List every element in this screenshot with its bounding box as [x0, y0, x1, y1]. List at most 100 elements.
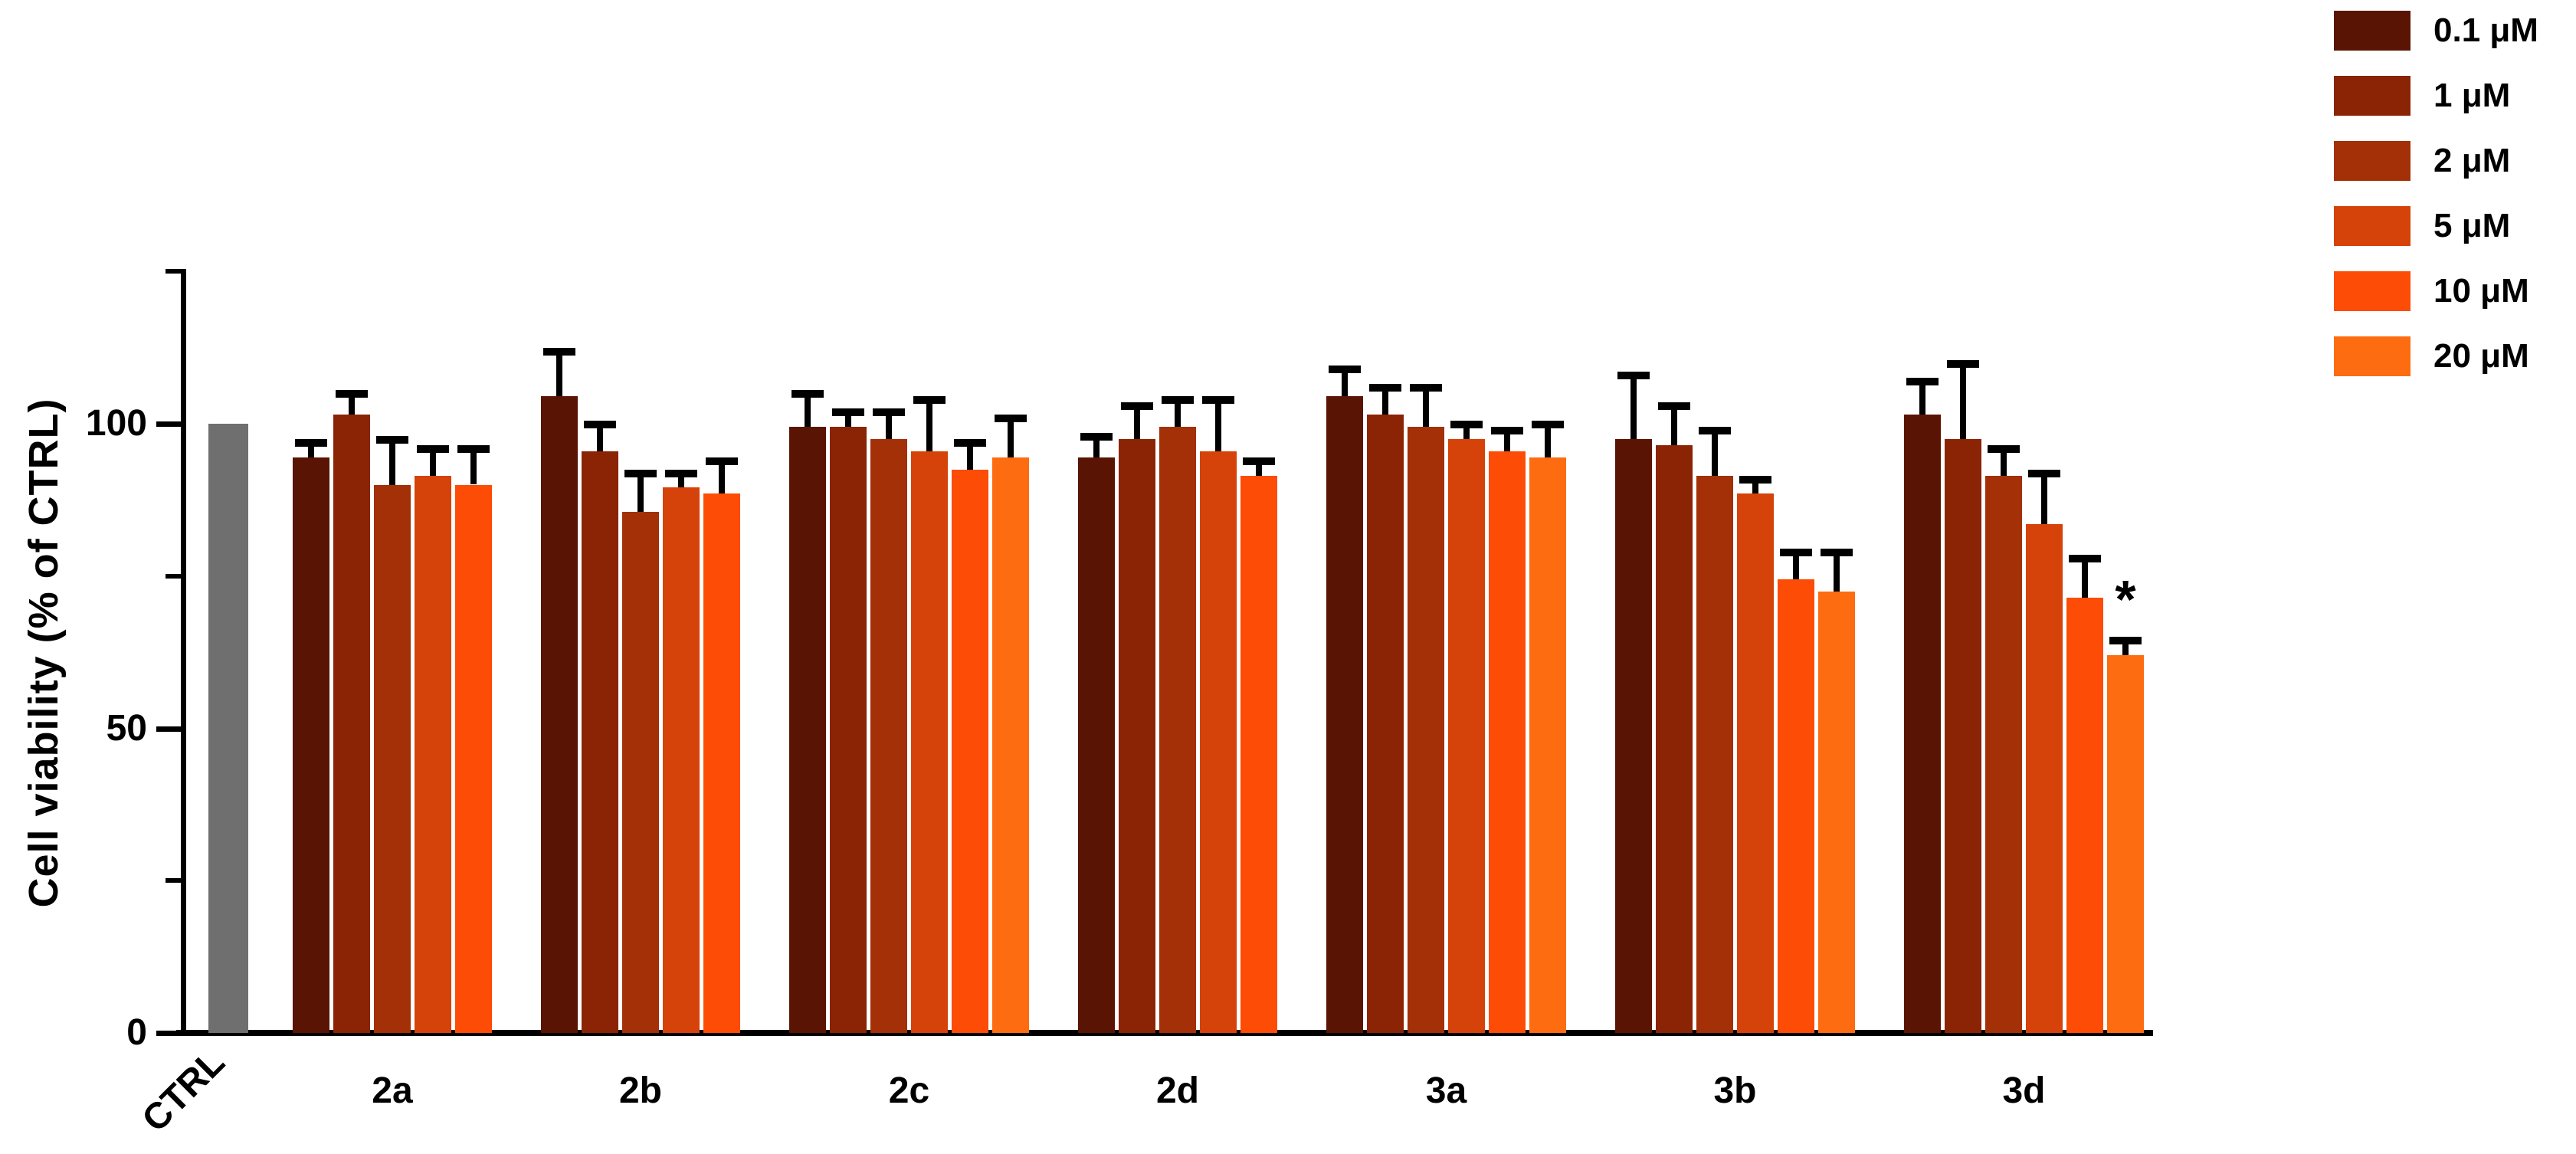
- error-bar-stem: [1712, 429, 1718, 476]
- error-bar-stem: [2122, 640, 2129, 656]
- y-tick-label: 50: [106, 707, 147, 749]
- error-bar-cap: [1162, 396, 1194, 405]
- bar: [789, 426, 826, 1033]
- x-tick-label: 3b: [1713, 1070, 1757, 1111]
- error-bar-cap: [913, 396, 946, 405]
- error-bar-cap: [873, 408, 905, 417]
- y-minor-tick: [166, 573, 185, 579]
- legend-item: 5 μM: [2334, 206, 2564, 246]
- bar: [1945, 438, 1981, 1033]
- error-bar-cap: [995, 415, 1027, 423]
- error-bar-stem: [1919, 381, 1925, 415]
- error-bar-stem: [886, 411, 892, 439]
- legend-swatch: [2334, 336, 2410, 376]
- error-bar-stem: [845, 411, 851, 427]
- error-bar-cap: [1699, 426, 1731, 434]
- error-bar-cap: [457, 444, 490, 453]
- error-bar-stem: [637, 472, 644, 513]
- legend-swatch: [2334, 271, 2410, 311]
- legend-swatch: [2334, 206, 2410, 246]
- bar: [455, 484, 492, 1033]
- error-bar-stem: [1256, 460, 1262, 476]
- error-bar-cap: [1080, 432, 1113, 441]
- bar: [2107, 655, 2144, 1033]
- bar: [1696, 475, 1733, 1033]
- error-bar-stem: [1423, 387, 1429, 427]
- bar: [1656, 444, 1693, 1033]
- bar: [911, 451, 948, 1033]
- error-bar-cap: [2109, 637, 2142, 645]
- legend-swatch: [2334, 11, 2410, 51]
- legend-label: 20 μM: [2433, 337, 2529, 375]
- error-bar-cap: [1821, 548, 1853, 556]
- bar: [541, 396, 578, 1033]
- error-bar-stem: [1175, 399, 1181, 427]
- error-bar-cap: [1947, 359, 1979, 368]
- significance-asterisk: *: [2115, 569, 2136, 630]
- bar: [1367, 415, 1404, 1033]
- bar: [1326, 396, 1363, 1033]
- bar: [1119, 438, 1155, 1033]
- bar: [415, 475, 451, 1033]
- error-bar-stem: [1630, 375, 1637, 439]
- error-bar-stem: [2041, 472, 2047, 525]
- error-bar-stem: [2082, 557, 2088, 598]
- error-bar-cap: [1410, 384, 1442, 392]
- error-bar-cap: [1658, 402, 1690, 411]
- error-bar-stem: [1545, 424, 1551, 457]
- legend-swatch: [2334, 141, 2410, 181]
- error-bar-cap: [1450, 421, 1483, 428]
- bar: [1529, 457, 1566, 1033]
- legend-item: 10 μM: [2334, 271, 2564, 311]
- error-bar-stem: [805, 393, 811, 427]
- bar: [2066, 597, 2103, 1033]
- error-bar-cap: [2028, 469, 2060, 477]
- bar: [1159, 426, 1196, 1033]
- error-bar-cap: [336, 390, 368, 398]
- error-bar-cap: [1780, 548, 1812, 556]
- error-bar-cap: [376, 435, 408, 444]
- error-bar-stem: [1960, 362, 1966, 439]
- x-tick-label: 2b: [618, 1070, 662, 1111]
- error-bar-stem: [1382, 387, 1388, 415]
- error-bar-stem: [349, 393, 355, 415]
- error-bar-cap: [1906, 378, 1939, 386]
- y-minor-tick: [166, 878, 185, 884]
- x-tick-label: 2c: [888, 1070, 930, 1111]
- legend-swatch: [2334, 76, 2410, 116]
- error-bar-stem: [1215, 399, 1221, 451]
- error-bar-stem: [1834, 551, 1840, 592]
- bar: [1489, 451, 1526, 1033]
- bar: [374, 484, 411, 1033]
- error-bar-stem: [1008, 418, 1014, 457]
- x-tick-label: 2d: [1155, 1070, 1199, 1111]
- y-major-tick: [156, 1031, 185, 1036]
- legend-item: 2 μM: [2334, 141, 2564, 181]
- error-bar-stem: [1671, 405, 1677, 445]
- error-bar-cap: [1369, 384, 1401, 392]
- error-bar-stem: [1504, 429, 1510, 451]
- bar: [830, 426, 867, 1033]
- error-bar-cap: [295, 438, 327, 447]
- error-bar-stem: [556, 350, 562, 397]
- error-bar-stem: [1093, 435, 1100, 457]
- error-bar-cap: [584, 421, 616, 428]
- error-bar-cap: [791, 390, 824, 398]
- bar: [1778, 579, 1814, 1033]
- bar: [663, 487, 700, 1033]
- bar: [992, 457, 1029, 1033]
- error-bar-stem: [1463, 424, 1470, 439]
- bar: [1615, 438, 1652, 1033]
- error-bar-stem: [1793, 551, 1799, 579]
- bar: [1200, 451, 1237, 1033]
- x-tick-label: 3a: [1425, 1070, 1467, 1111]
- legend-label: 1 μM: [2433, 77, 2511, 114]
- error-bar-cap: [2069, 554, 2101, 562]
- y-axis-title: Cell viability (% of CTRL): [21, 398, 67, 908]
- legend-label: 0.1 μM: [2433, 11, 2538, 49]
- bar: [1904, 415, 1941, 1033]
- error-bar-cap: [1739, 475, 1771, 484]
- error-bar-stem: [308, 441, 314, 457]
- bar: [293, 457, 329, 1033]
